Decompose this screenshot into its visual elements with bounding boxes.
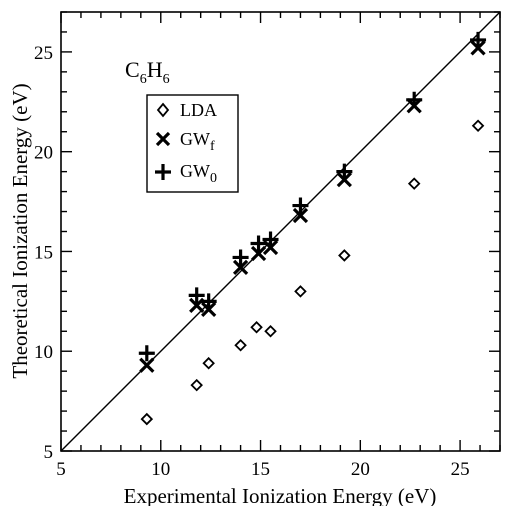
point-plus	[188, 287, 205, 304]
x-tick-label: 25	[451, 459, 470, 480]
legend-label: GWf	[180, 129, 215, 154]
legend-item-gw0: GW0	[155, 161, 217, 186]
y-tick-label: 20	[34, 143, 53, 164]
reference-line-layer	[60, 11, 501, 452]
x-tick-label: 5	[56, 459, 66, 480]
x-axis-label: Experimental Ionization Energy (eV)	[124, 484, 437, 506]
x-tick-label: 20	[351, 459, 370, 480]
point-plus	[470, 31, 487, 48]
legend-item-lda: LDA	[156, 100, 217, 120]
point-plus	[232, 249, 249, 266]
point-plus	[336, 163, 353, 180]
point-diamond	[202, 356, 215, 370]
legend-marker-x	[155, 131, 171, 147]
legend-item-gwf: GWf	[155, 129, 215, 154]
point-plus	[292, 197, 309, 214]
point-x	[232, 259, 249, 276]
point-plus	[200, 293, 217, 310]
point-plus	[250, 235, 267, 252]
ticks-layer: 5 10 15 20 25 5 10 15 20 25	[34, 11, 501, 480]
point-x	[292, 207, 309, 224]
point-diamond	[338, 249, 351, 262]
x-tick-label: 10	[151, 459, 170, 480]
legend: LDA GWf GW0	[146, 94, 239, 193]
legend-marker-diamond	[156, 102, 170, 118]
legend-label: LDA	[180, 100, 217, 120]
legend-marker-plus	[155, 164, 171, 180]
y-axis-label: Theoretical Ionization Energy (eV)	[8, 83, 32, 378]
point-diamond	[190, 378, 203, 392]
point-diamond	[407, 177, 421, 190]
point-plus	[138, 345, 155, 362]
y-tick-label: 15	[34, 242, 53, 263]
point-diamond	[471, 119, 485, 133]
y-tick-label: 5	[44, 442, 54, 463]
point-x	[250, 245, 267, 262]
points-layer	[138, 31, 487, 426]
point-diamond	[250, 321, 263, 334]
reference-line	[60, 11, 501, 452]
point-plus	[406, 91, 423, 108]
point-diamond	[264, 325, 277, 338]
point-x	[139, 357, 155, 373]
point-diamond	[294, 285, 307, 298]
point-plus	[262, 231, 279, 248]
point-diamond	[234, 338, 247, 352]
legend-label: GW0	[180, 161, 217, 186]
molecule-annotation: C6H6	[125, 57, 170, 87]
x-tick-label: 15	[251, 459, 270, 480]
y-tick-label: 10	[34, 342, 53, 363]
y-tick-label: 25	[34, 43, 53, 64]
point-diamond	[140, 412, 154, 426]
